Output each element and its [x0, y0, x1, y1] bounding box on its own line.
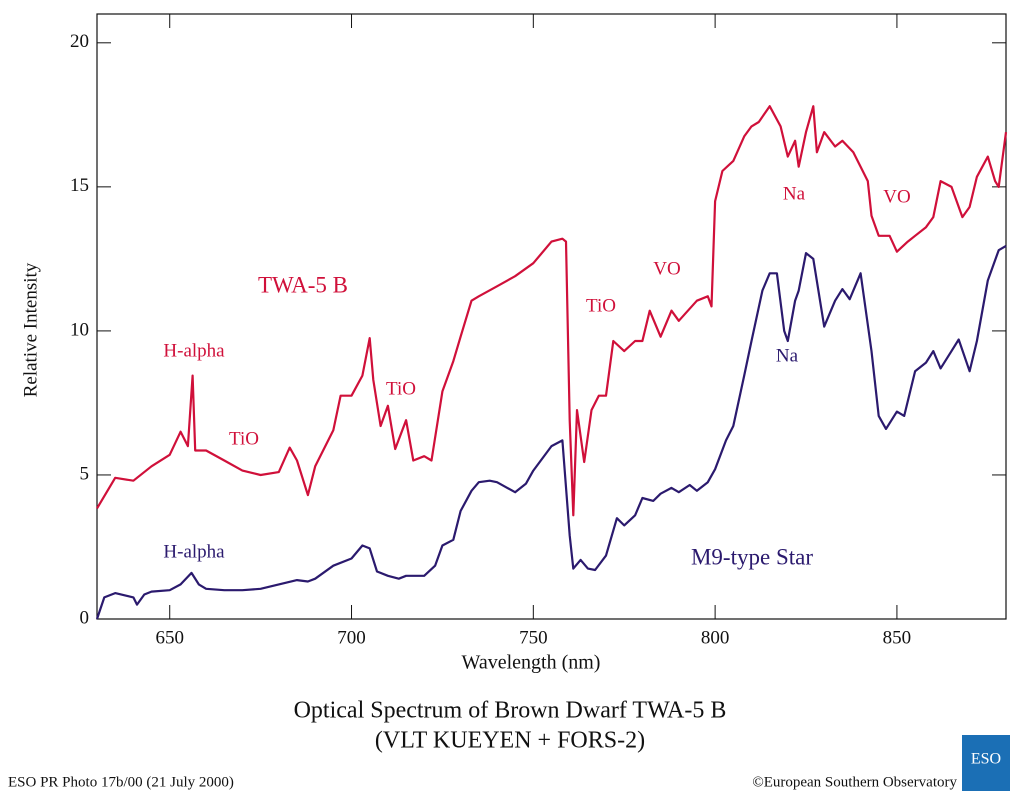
x-axis-label: Wavelength (nm) — [462, 652, 601, 674]
logo: ESO — [962, 735, 1010, 791]
y-tick-label: 0 — [80, 607, 90, 628]
y-tick-label: 10 — [70, 319, 89, 340]
series-label: M9-type Star — [691, 544, 813, 569]
annotation: Na — [783, 183, 806, 204]
y-tick-label: 15 — [70, 175, 89, 196]
credit: ESO PR Photo 17b/00 (21 July 2000) — [8, 774, 234, 790]
chart-title: Optical Spectrum of Brown Dwarf TWA-5 B — [294, 698, 727, 724]
chart-subtitle: (VLT KUEYEN + FORS-2) — [375, 728, 645, 754]
annotation: TiO — [386, 378, 416, 399]
annotation: TiO — [229, 428, 259, 449]
annotation: H-alpha — [163, 340, 225, 361]
x-tick-label: 800 — [701, 627, 730, 648]
x-tick-label: 850 — [883, 627, 912, 648]
annotation: VO — [883, 186, 910, 207]
y-tick-label: 5 — [80, 463, 90, 484]
y-tick-label: 20 — [70, 31, 89, 52]
spectrum-line — [96, 105, 1008, 517]
series-label: TWA-5 B — [258, 272, 348, 297]
x-tick-label: 650 — [155, 627, 184, 648]
x-tick-label: 750 — [519, 627, 548, 648]
annotation: H-alpha — [163, 541, 225, 562]
credit: ©European Southern Observatory — [752, 774, 957, 790]
logo-box — [962, 735, 1010, 791]
annotation: VO — [653, 258, 680, 279]
annotation: Na — [776, 345, 799, 366]
annotation: TiO — [586, 295, 616, 316]
plot-frame — [96, 13, 1007, 620]
y-axis-label: Relative Intensity — [20, 262, 41, 397]
spectrum-line — [95, 244, 1007, 620]
logo-text: ESO — [971, 751, 1001, 768]
x-tick-label: 700 — [337, 627, 366, 648]
